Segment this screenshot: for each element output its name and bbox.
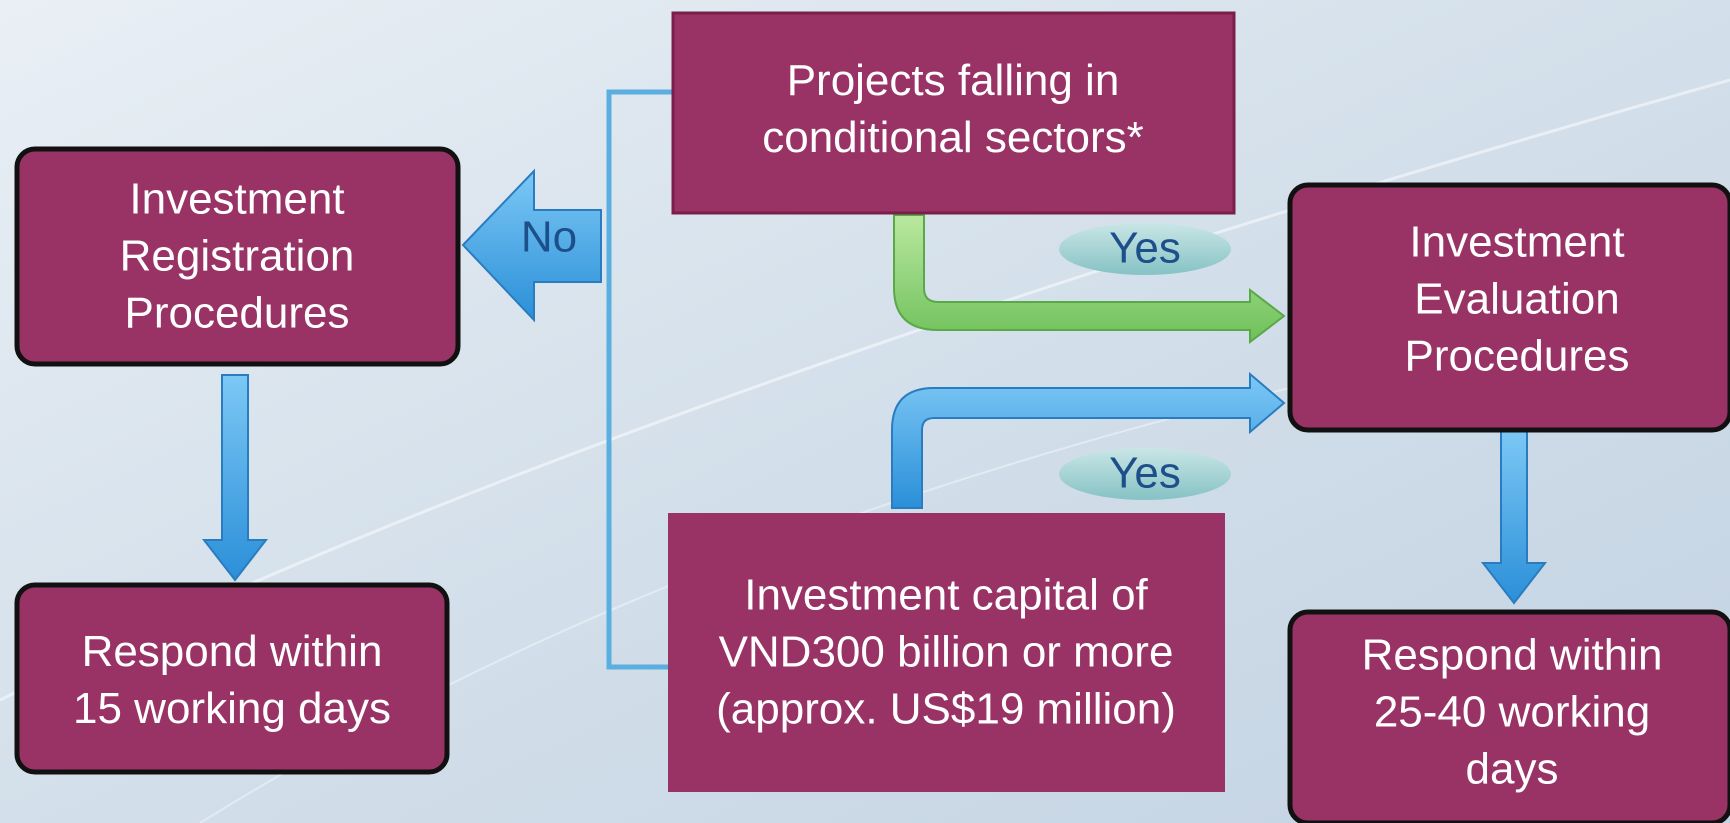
down-arrow: [1480, 429, 1548, 605]
edge-label: Yes: [1109, 449, 1181, 498]
node-label: 15 working days: [73, 684, 391, 733]
yes-arrow: [891, 371, 1286, 509]
edge-label: Yes: [1109, 224, 1181, 273]
node-box: [1287, 609, 1730, 823]
node-box: [671, 11, 1236, 215]
node-box: [14, 146, 461, 367]
node-label: Projects falling in: [787, 56, 1120, 105]
node-box: [14, 582, 450, 775]
node-label: days: [1466, 745, 1559, 794]
node-label: Procedures: [1404, 332, 1629, 381]
yes-arrow: [893, 214, 1286, 345]
node-label: Investment capital of: [744, 571, 1148, 620]
node-label: VND300 billion or more: [719, 628, 1174, 677]
down-arrow: [201, 374, 269, 582]
node-label: Respond within: [1362, 631, 1663, 680]
node-label: Registration: [120, 232, 355, 281]
node-label: Investment: [1409, 218, 1624, 267]
node-label: (approx. US$19 million): [716, 685, 1176, 734]
yes-oval: [1059, 448, 1231, 500]
node-label: 25-40 working: [1374, 688, 1650, 737]
node-label: Procedures: [124, 289, 349, 338]
node-label: Investment: [129, 175, 344, 224]
bracket-line: [606, 89, 679, 670]
node-labels: Investment Registration Procedures Respond …: [73, 56, 1662, 794]
node-label: Respond within: [82, 627, 383, 676]
edge-label: No: [521, 213, 577, 262]
node-box: [668, 513, 1225, 792]
yes-oval: [1059, 223, 1231, 275]
node-label: conditional sectors*: [762, 113, 1144, 162]
node-label: Evaluation: [1414, 275, 1619, 324]
no-arrow: [461, 168, 602, 323]
node-box: [1287, 182, 1730, 433]
